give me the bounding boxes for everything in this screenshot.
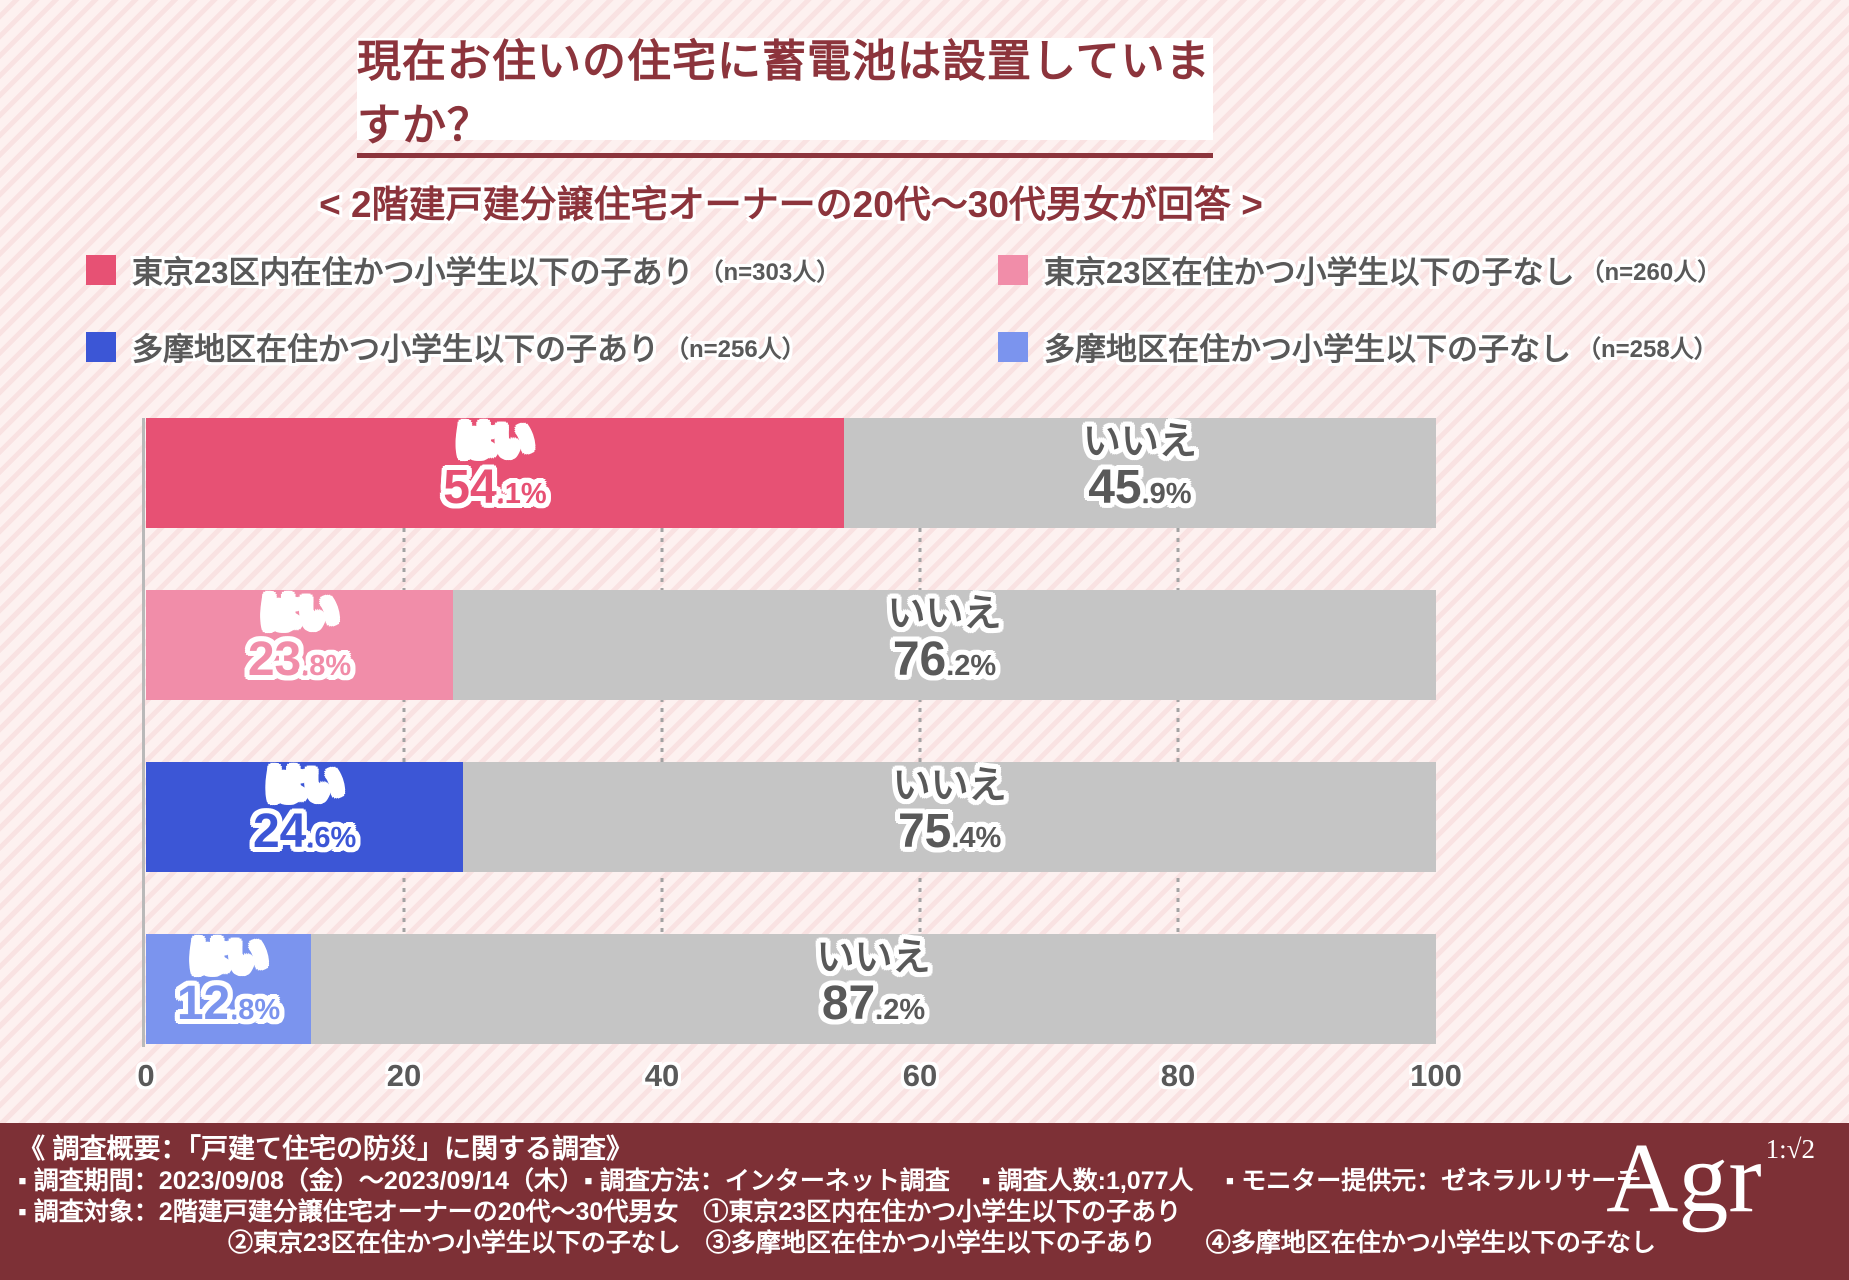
legend-label: 東京23区内在住かつ小学生以下の子あり bbox=[132, 255, 694, 290]
x-tick-label: 20 bbox=[386, 1058, 422, 1093]
bar-segment-no: いいえ 87.2% bbox=[146, 934, 1436, 1044]
bar-segment-yes: はい 23.8% bbox=[146, 590, 454, 700]
segment-label-yes: はい bbox=[456, 420, 533, 463]
legend-swatch bbox=[998, 254, 1028, 285]
segment-label-yes: はい bbox=[261, 592, 338, 635]
legend-item-tokyo23-with-kids: 東京23区内在住かつ小学生以下の子あり （n=303人） bbox=[86, 247, 840, 292]
y-axis-line bbox=[142, 418, 145, 1047]
bar-row: いいえ 45.9% はい 54.1% bbox=[146, 418, 1436, 528]
legend-item-tokyo23-no-kids: 東京23区在住かつ小学生以下の子なし （n=260人） bbox=[998, 247, 1721, 292]
x-tick-label: 60 bbox=[902, 1058, 938, 1093]
agr-logo: Agr 1:√2 bbox=[1606, 1128, 1815, 1228]
bar-row: いいえ 76.2% はい 23.8% bbox=[146, 590, 1436, 700]
legend-n-count: （n=260人） bbox=[1580, 259, 1722, 286]
gridline bbox=[402, 418, 406, 1044]
x-tick-label: 40 bbox=[644, 1058, 680, 1093]
legend-item-tama-no-kids: 多摩地区在住かつ小学生以下の子なし （n=258人） bbox=[998, 324, 1718, 369]
segment-label-no: いいえ bbox=[1082, 420, 1197, 463]
segment-percent-no: 75.4% bbox=[897, 804, 1002, 858]
segment-percent-yes: 23.8% bbox=[247, 632, 352, 686]
x-tick-label: 0 bbox=[137, 1058, 155, 1093]
x-tick-label: 100 bbox=[1410, 1058, 1462, 1093]
legend-n-count: （n=303人） bbox=[699, 259, 841, 286]
page-title: 現在お住いの住宅に蓄電池は設置していますか？ bbox=[357, 37, 1211, 150]
bar-segment-yes: はい 12.8% bbox=[146, 934, 312, 1044]
segment-percent-yes: 54.1% bbox=[443, 460, 547, 514]
agr-logo-ratio: 1:√2 bbox=[1765, 1134, 1815, 1164]
footer-survey-overview: 《 調査概要：「戸建て住宅の防災」に関する調査》 bbox=[18, 1134, 634, 1164]
segment-label-yes: はい bbox=[266, 764, 343, 807]
segment-label-no: いいえ bbox=[887, 592, 1002, 635]
legend-swatch bbox=[86, 254, 116, 285]
legend-n-count: （n=258人） bbox=[1577, 336, 1718, 363]
legend-swatch bbox=[86, 331, 116, 362]
segment-percent-no: 76.2% bbox=[892, 632, 997, 686]
page-subtitle: < 2階建戸建分譲住宅オーナーの20代～30代男女が回答 > bbox=[319, 184, 1263, 225]
title-underline bbox=[357, 153, 1213, 158]
bar-segment-yes: はい 54.1% bbox=[146, 418, 844, 528]
legend-swatch bbox=[998, 331, 1028, 362]
legend-label: 多摩地区在住かつ小学生以下の子あり bbox=[132, 332, 659, 367]
gridline bbox=[660, 418, 664, 1044]
agr-logo-text: Agr bbox=[1606, 1122, 1762, 1233]
legend-n-count: （n=256人） bbox=[665, 336, 806, 363]
segment-percent-no: 87.2% bbox=[821, 976, 926, 1030]
x-axis: 0 20 40 60 80 100 bbox=[137, 1058, 1461, 1102]
gridline bbox=[1176, 418, 1180, 1044]
segment-percent-yes: 12.8% bbox=[176, 976, 281, 1030]
bar-segment-yes: はい 24.6% bbox=[146, 762, 464, 872]
bar-row: いいえ 87.2% はい 12.8% bbox=[146, 934, 1436, 1044]
footer-survey-groups: ②東京23区在住かつ小学生以下の子なし ③多摩地区在住かつ小学生以下の子あり ④… bbox=[228, 1229, 1656, 1257]
footer: 《 調査概要：「戸建て住宅の防災」に関する調査》 ▪ 調査期間：2023/09/… bbox=[0, 1123, 1849, 1280]
segment-label-no: いいえ bbox=[892, 764, 1007, 807]
segment-percent-yes: 24.6% bbox=[252, 804, 357, 858]
bar-chart: いいえ 45.9% はい 54.1% いいえ 76.2% はい bbox=[142, 418, 1436, 1047]
x-tick-label: 80 bbox=[1160, 1058, 1196, 1093]
legend-item-tama-with-kids: 多摩地区在住かつ小学生以下の子あり （n=256人） bbox=[86, 324, 806, 369]
segment-label-no: いいえ bbox=[816, 936, 931, 979]
legend-label: 多摩地区在住かつ小学生以下の子なし bbox=[1044, 332, 1571, 367]
footer-survey-period: ▪ 調査期間：2023/09/08（金）～2023/09/14（木）▪ 調査方法… bbox=[18, 1167, 1642, 1195]
title-box: 現在お住いの住宅に蓄電池は設置していますか？ bbox=[357, 37, 1213, 150]
segment-percent-no: 45.9% bbox=[1088, 460, 1192, 514]
segment-label-yes: はい bbox=[190, 936, 267, 979]
legend-label: 東京23区在住かつ小学生以下の子なし bbox=[1044, 255, 1575, 290]
bar-row: いいえ 75.4% はい 24.6% bbox=[146, 762, 1436, 872]
gridline bbox=[918, 418, 922, 1044]
footer-survey-target: ▪ 調査対象：2階建戸建分譲住宅オーナーの20代～30代男女 ①東京23区内在住… bbox=[18, 1198, 1182, 1226]
